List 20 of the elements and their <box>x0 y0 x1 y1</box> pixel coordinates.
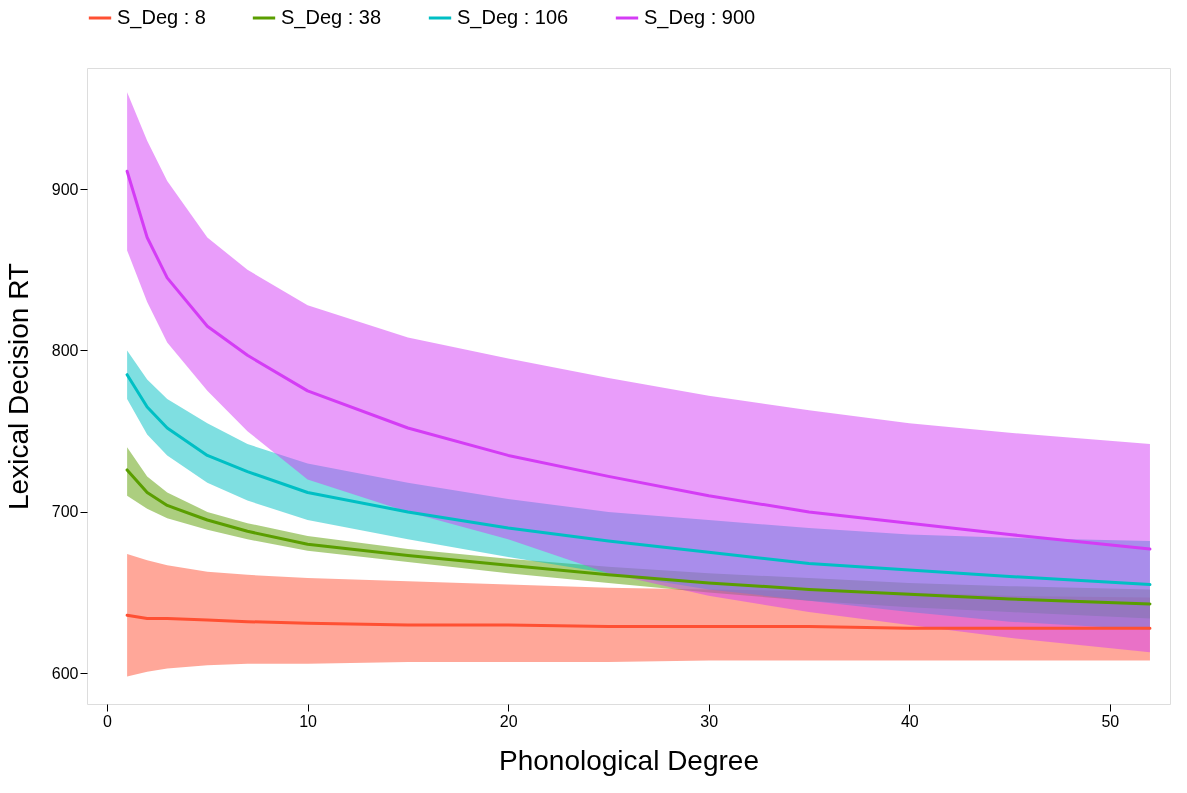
y-tick-label: 800 <box>51 341 79 359</box>
y-axis-title: Lexical Decision RT <box>2 263 34 510</box>
x-tick-label: 10 <box>299 712 318 730</box>
x-tick-label: 20 <box>499 712 518 730</box>
line-series <box>125 468 1152 606</box>
line-series <box>125 169 1152 551</box>
legend-label: S_Deg : 38 <box>281 6 382 29</box>
x-tick-label: 40 <box>900 712 919 730</box>
line-series <box>125 373 1152 587</box>
legend-label: S_Deg : 106 <box>457 6 569 29</box>
y-tick-label: 600 <box>51 664 79 682</box>
x-tick-label: 0 <box>103 712 113 730</box>
y-tick-label: 900 <box>51 180 79 198</box>
x-tick-label: 50 <box>1101 712 1120 730</box>
line-series <box>125 613 1152 630</box>
legend-label: S_Deg : 900 <box>644 6 756 29</box>
x-axis-title: Phonological Degree <box>499 744 759 776</box>
y-tick-label: 700 <box>51 503 79 521</box>
x-tick-label: 30 <box>700 712 719 730</box>
legend-label: S_Deg : 8 <box>117 6 206 29</box>
